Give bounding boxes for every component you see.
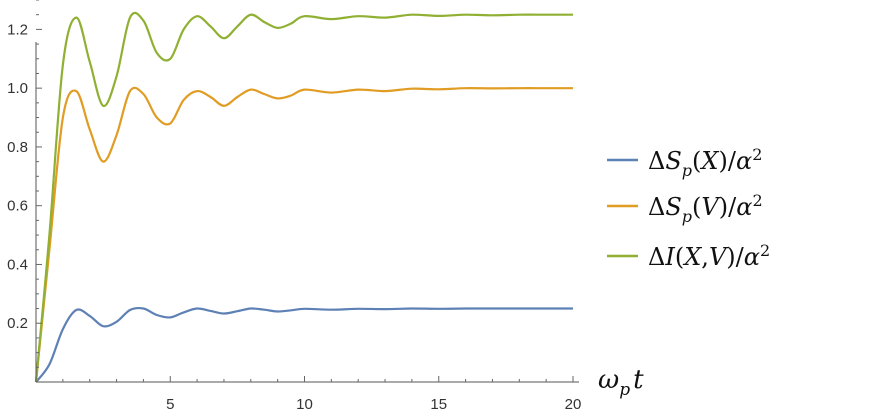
legend: ΔSp(X)/α2 ΔSp(V)/α2 ΔI(X,V)/α2 [607, 145, 770, 271]
x-axis-title-t: t [633, 365, 644, 395]
series-line-1 [35, 306, 573, 383]
x-tick-label: 10 [296, 396, 313, 413]
legend-label: ΔSp(X)/α2 [648, 145, 762, 180]
x-tick-label: 5 [166, 396, 174, 413]
x-axis-title-subscript: p [619, 380, 630, 400]
series-line-3 [34, 11, 573, 383]
x-ticks: 5 10 15 20 [62, 376, 582, 413]
legend-item-1: ΔSp(X)/α2 [607, 145, 762, 180]
y-tick-label: 0.8 [7, 139, 28, 156]
legend-label: ΔSp(V)/α2 [648, 191, 763, 226]
legend-item-3: ΔI(X,V)/α2 [607, 241, 770, 271]
y-tick-label: 0.4 [7, 256, 28, 273]
axes: 5 10 15 20 0.2 0.4 0.6 0.8 1.0 1.2 [7, 0, 581, 413]
series-line-2 [34, 86, 573, 383]
plot-lines [34, 11, 573, 383]
legend-label: ΔI(X,V)/α2 [648, 241, 770, 271]
legend-item-2: ΔSp(V)/α2 [607, 191, 763, 226]
x-axis-title: ωp t [598, 365, 644, 400]
y-ticks: 0.2 0.4 0.6 0.8 1.0 1.2 [7, 0, 42, 368]
x-tick-label: 15 [430, 396, 447, 413]
x-axis-title-omega: ω [598, 365, 619, 395]
y-tick-label: 1.0 [7, 80, 28, 97]
x-tick-label: 20 [565, 396, 582, 413]
y-tick-label: 1.2 [7, 21, 28, 38]
y-tick-label: 0.2 [7, 315, 28, 332]
y-tick-label: 0.6 [7, 198, 28, 215]
